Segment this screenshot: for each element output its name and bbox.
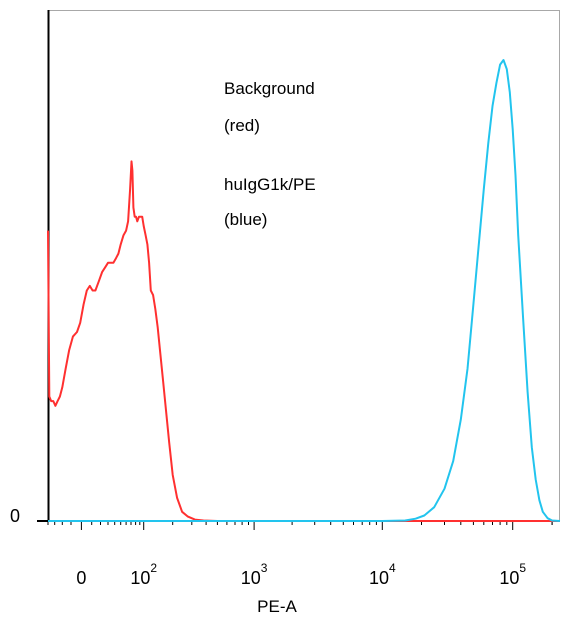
annotation-red: (red) [224, 116, 260, 135]
x-tick-label-2: 103 [241, 561, 268, 588]
x-tick-label-4: 105 [499, 561, 526, 588]
x-tick-label-0: 0 [76, 568, 86, 588]
annotation-background: Background [224, 79, 315, 98]
x-tick-labels: 0 102 103 104 105 [76, 561, 526, 588]
x-tick-label-3: 104 [369, 561, 396, 588]
x-tick-label-1: 102 [130, 561, 157, 588]
series-line-1 [48, 59, 561, 522]
annotation-blue: (blue) [224, 210, 267, 229]
annotation-huigg1k-pe: huIgG1k/PE [224, 175, 316, 194]
x-axis-title: PE-A [257, 597, 297, 616]
series-layer [47, 59, 561, 522]
series-line-0 [47, 160, 560, 522]
x-ticks [47, 521, 553, 530]
y-tick-label-0: 0 [10, 506, 20, 526]
